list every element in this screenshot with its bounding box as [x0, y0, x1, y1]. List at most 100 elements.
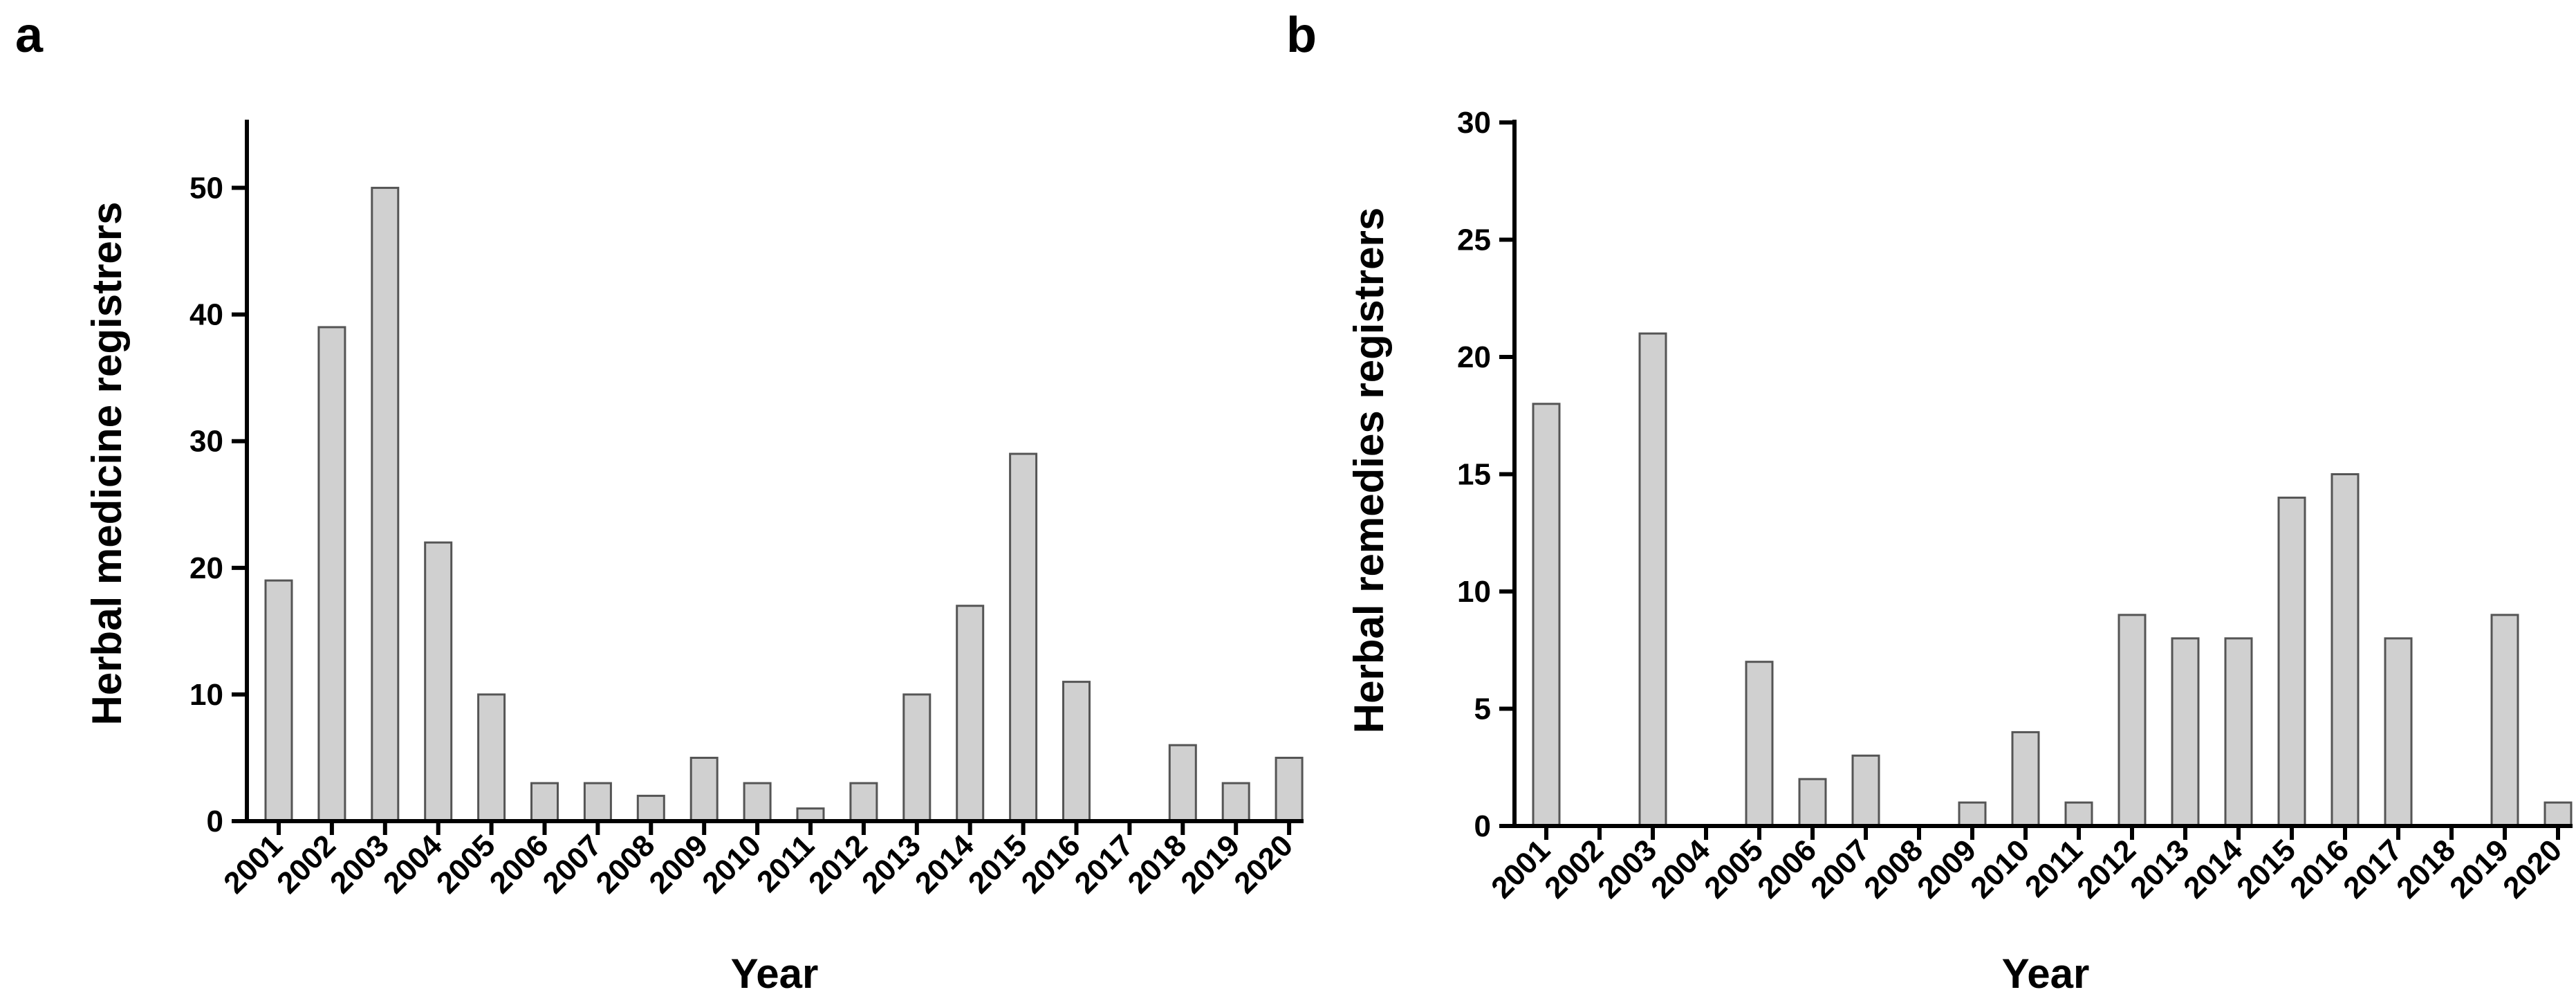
- bar-2005: [477, 693, 506, 823]
- x-ticks-b: 2001200220032004200520062007200820092010…: [1485, 826, 2568, 905]
- x-tick-label: 2007: [537, 828, 609, 900]
- bar-2011: [2064, 801, 2093, 827]
- bar-2005: [1745, 661, 1774, 827]
- y-axis-title-a: Herbal medicine registrers: [84, 201, 130, 725]
- x-axis-title-b: Year: [2002, 951, 2090, 997]
- bar-2003: [371, 187, 400, 823]
- x-tick-label: 2006: [1751, 833, 1823, 905]
- bar-2016: [1062, 681, 1091, 823]
- y-ticks-b: 0 5 10 15 20 25 30: [1457, 106, 1514, 843]
- y-tick-label: 0: [1474, 809, 1491, 843]
- y-tick-label: 30: [189, 425, 223, 459]
- bar-2019: [1221, 782, 1250, 823]
- x-tick-label: 2011: [2019, 833, 2089, 903]
- y-tick-label: 10: [1457, 575, 1491, 609]
- x-tick-label: 2005: [430, 828, 502, 900]
- x-tick-label: 2008: [590, 828, 662, 900]
- bars-a: [264, 187, 1304, 823]
- x-axis-title-a: Year: [731, 951, 819, 997]
- y-tick-label: 20: [1457, 340, 1491, 374]
- x-tick-label: 2016: [2283, 833, 2355, 905]
- x-tick-label: 2009: [1911, 833, 1983, 905]
- bar-2008: [636, 794, 665, 823]
- x-tick-label: 2015: [2230, 833, 2302, 905]
- y-axis-title-b: Herbal remedies registrers: [1346, 208, 1392, 733]
- x-tick-label: 2018: [2390, 833, 2462, 905]
- y-tick-label: 5: [1474, 692, 1491, 726]
- x-tick-label: 2003: [1591, 833, 1663, 905]
- x-tick-label: 2019: [2443, 833, 2515, 905]
- bar-2018: [1168, 744, 1197, 823]
- x-tick-label: 2008: [1857, 833, 1929, 905]
- x-tick-label: 2010: [696, 828, 768, 900]
- x-tick-label: 2006: [483, 828, 555, 900]
- bar-2001: [264, 579, 293, 823]
- x-tick-label: 2001: [217, 828, 289, 900]
- x-tick-label: 2017: [1068, 828, 1140, 900]
- panel-label-b: b: [1286, 8, 1317, 63]
- bar-2004: [424, 541, 453, 823]
- bar-2013: [2171, 637, 2200, 827]
- bar-2014: [2224, 637, 2253, 827]
- x-tick-label: 2004: [1644, 833, 1716, 905]
- x-tick-label: 2002: [1538, 833, 1610, 905]
- bar-2009: [689, 756, 719, 823]
- bar-2003: [1638, 332, 1667, 827]
- bar-2020: [1275, 756, 1304, 823]
- y-ticks-a: 0 10 20 30 40 50: [189, 172, 247, 838]
- chart-panel-a: a Herbal medicine registrers Year 0 10 20 3…: [15, 8, 1304, 997]
- bar-2014: [956, 605, 985, 823]
- bar-2006: [530, 782, 559, 823]
- y-tick-label: 25: [1457, 223, 1491, 257]
- x-tick-label: 2009: [642, 828, 714, 900]
- x-tick-label: 2017: [2337, 833, 2409, 905]
- bar-2009: [1958, 801, 1987, 827]
- x-tick-label: 2015: [962, 828, 1034, 900]
- x-tick-label: 2010: [1964, 833, 2036, 905]
- bar-2010: [2011, 731, 2040, 827]
- y-tick-label: 0: [207, 805, 223, 838]
- x-tick-label: 2011: [750, 828, 821, 899]
- y-tick-label: 30: [1457, 106, 1491, 140]
- x-ticks-a: 2001200220032004200520062007200820092010…: [217, 821, 1299, 900]
- bar-2017: [2384, 637, 2413, 827]
- bar-2020: [2543, 801, 2573, 827]
- x-tick-label: 2016: [1015, 828, 1087, 900]
- bar-2013: [902, 693, 932, 823]
- y-tick-label: 10: [189, 678, 223, 712]
- chart-panel-b: b Herbal remedies registrers Year 0 5 10 15…: [1286, 8, 2573, 997]
- x-tick-label: 2012: [802, 828, 874, 900]
- bar-2001: [1532, 403, 1561, 827]
- bar-2007: [1851, 754, 1880, 827]
- y-tick-label: 50: [189, 172, 223, 205]
- x-tick-label: 2001: [1485, 833, 1557, 905]
- bar-2016: [2331, 473, 2360, 827]
- y-tick-label: 40: [189, 298, 223, 332]
- bar-2019: [2490, 614, 2519, 827]
- x-tick-label: 2019: [1174, 828, 1246, 900]
- x-tick-label: 2020: [1227, 828, 1299, 900]
- x-tick-label: 2002: [270, 828, 342, 900]
- bar-2012: [849, 782, 878, 823]
- x-tick-label: 2013: [2124, 833, 2196, 905]
- y-tick-label: 20: [189, 551, 223, 585]
- panel-label-a: a: [15, 8, 44, 63]
- bar-2002: [317, 326, 346, 823]
- bar-2006: [1798, 778, 1827, 827]
- x-tick-label: 2012: [2070, 833, 2142, 905]
- bar-2012: [2118, 614, 2147, 827]
- bar-2015: [2277, 496, 2306, 827]
- x-tick-label: 2005: [1698, 833, 1770, 905]
- bars-b: [1532, 332, 2573, 827]
- bar-2010: [743, 782, 772, 823]
- x-tick-label: 2004: [377, 828, 449, 900]
- x-tick-label: 2007: [1804, 833, 1876, 905]
- bar-2007: [583, 782, 612, 823]
- x-tick-label: 2003: [324, 828, 396, 900]
- x-tick-label: 2014: [2177, 833, 2249, 905]
- bar-2015: [1009, 452, 1038, 823]
- x-tick-label: 2018: [1122, 828, 1194, 900]
- x-tick-label: 2013: [855, 828, 927, 900]
- y-tick-label: 15: [1457, 458, 1491, 492]
